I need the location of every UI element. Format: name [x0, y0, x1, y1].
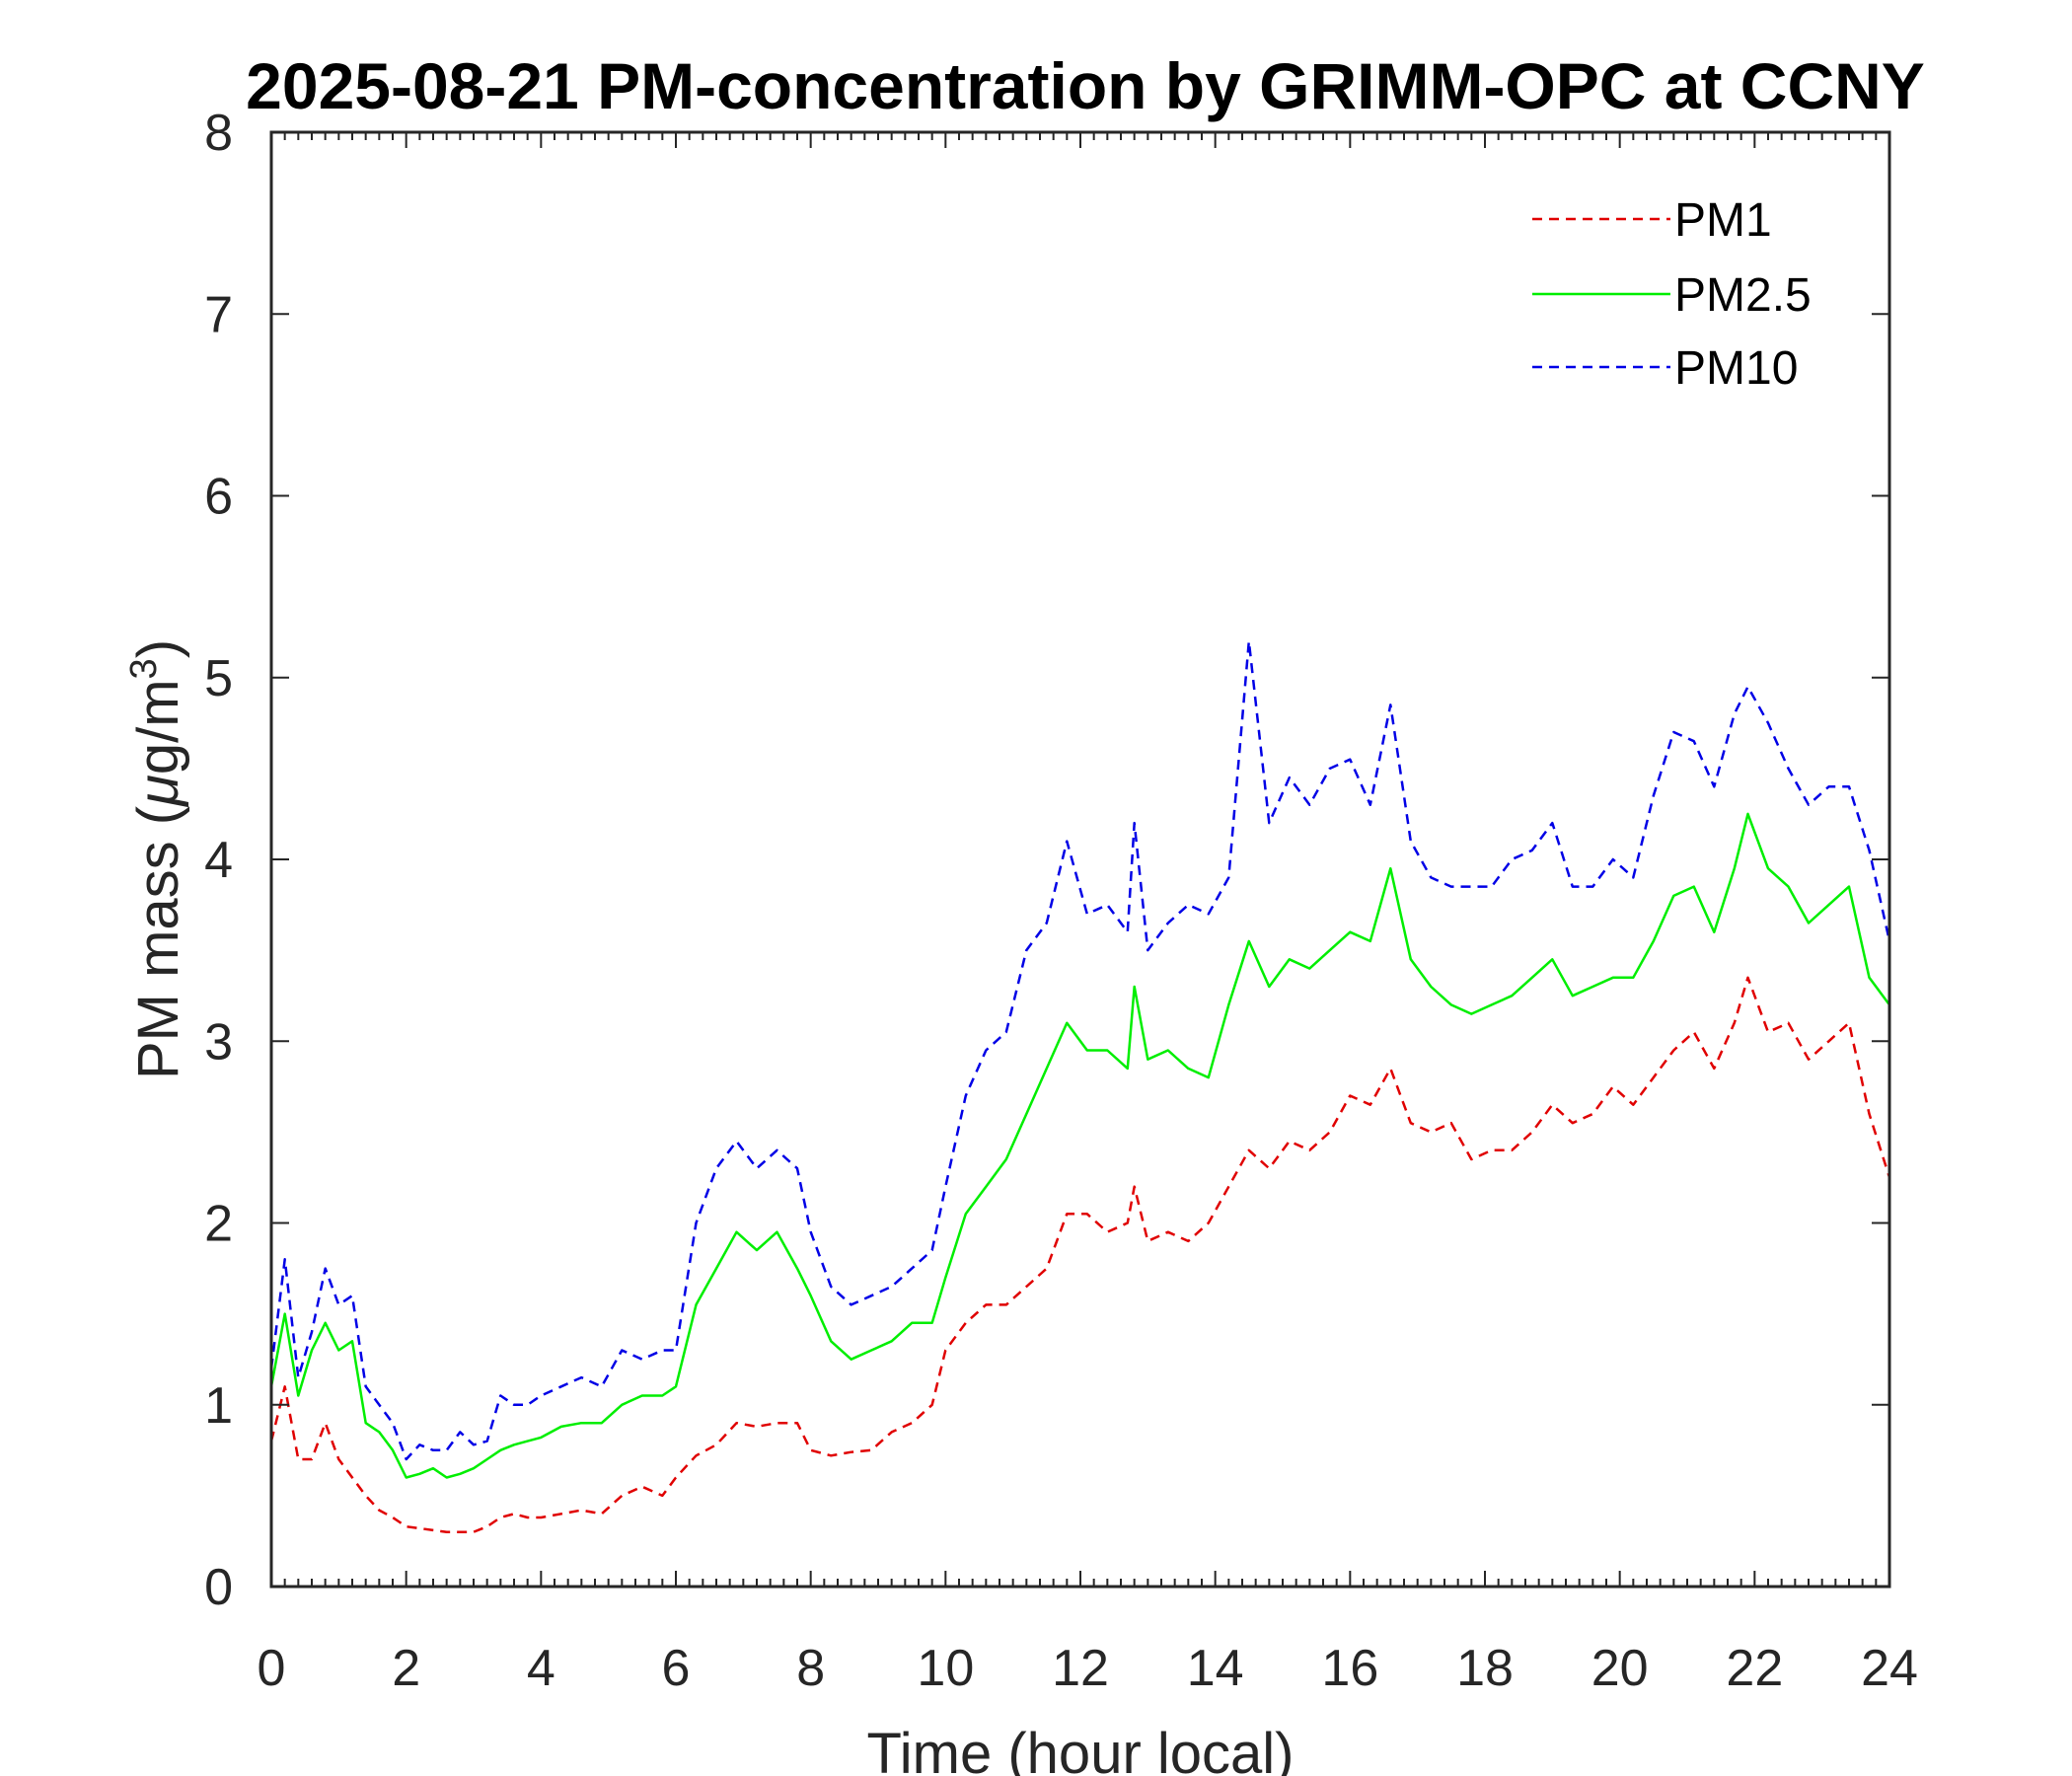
series-line-pm25: [269, 812, 1891, 1479]
x-tick-label: 6: [662, 1640, 691, 1697]
x-tick-label: 2: [392, 1640, 420, 1697]
y-tick-label: 2: [204, 1196, 233, 1253]
y-tick-label: 3: [204, 1013, 233, 1071]
series-line-pm1: [269, 976, 1891, 1533]
y-axis-title: PM mass (μg/m3): [123, 639, 190, 1079]
y-axis-title-unit: g/m: [126, 679, 190, 775]
x-tick-label: 20: [1591, 1640, 1649, 1697]
legend-label-pm1: PM1: [1674, 194, 1772, 247]
y-tick-label: 4: [204, 832, 233, 889]
y-axis-title-mu: μ: [126, 775, 190, 808]
axes-box: [269, 130, 1891, 1589]
x-axis-title: Time (hour local): [867, 1722, 1295, 1776]
y-tick-label: 1: [204, 1377, 233, 1435]
x-tick-label: 16: [1321, 1640, 1378, 1697]
y-tick-label: 0: [204, 1559, 233, 1616]
series-line-pm10: [269, 639, 1891, 1461]
y-tick-label: 8: [204, 105, 233, 162]
legend: PM1 PM2.5 PM10: [1532, 194, 1812, 395]
x-tick-label: 0: [258, 1640, 286, 1697]
x-tick-label: 22: [1726, 1640, 1783, 1697]
x-tick-label: 10: [917, 1640, 974, 1697]
y-tick-label: 7: [204, 286, 233, 343]
y-axis-title-superscript: 3: [123, 658, 165, 679]
y-tick-label: 6: [204, 469, 233, 526]
y-axis-title-prefix: PM mass (: [126, 806, 190, 1079]
x-tick-label: 24: [1861, 1640, 1918, 1697]
legend-label-pm25: PM2.5: [1674, 269, 1812, 322]
chart-title: 2025-08-21 PM-concentration by GRIMM-OPC…: [246, 49, 1925, 122]
legend-label-pm10: PM10: [1674, 342, 1798, 395]
x-tick-label: 12: [1052, 1640, 1109, 1697]
y-axis-title-suffix: ): [126, 639, 190, 658]
x-tick-label: 14: [1187, 1640, 1244, 1697]
series-layer: [269, 639, 1891, 1533]
x-tick-label: 8: [796, 1640, 825, 1697]
x-tick-label: 4: [527, 1640, 555, 1697]
y-tick-label: 5: [204, 650, 233, 707]
x-tick-label: 18: [1456, 1640, 1514, 1697]
